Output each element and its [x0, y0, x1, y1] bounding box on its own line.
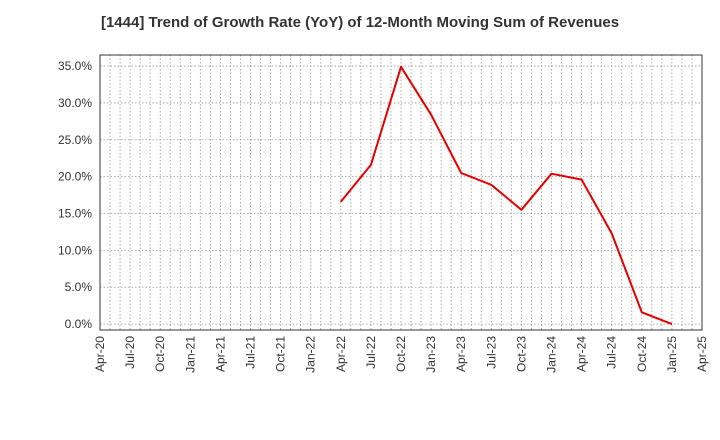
x-tick-label: Apr-25 [695, 336, 709, 372]
y-tick-label: 25.0% [58, 133, 92, 147]
series-line [340, 65, 673, 326]
x-tick-label: Oct-24 [635, 336, 649, 372]
x-tick-label: Oct-21 [274, 336, 288, 372]
y-tick-label: 20.0% [58, 170, 92, 184]
x-tick-label: Jan-22 [304, 336, 318, 373]
x-tick-label: Apr-20 [93, 336, 107, 372]
y-tick-label: 10.0% [58, 243, 92, 257]
plot-border [99, 54, 703, 331]
x-tick-label: Apr-24 [575, 336, 589, 372]
y-tick-label: 15.0% [58, 207, 92, 221]
x-tick-label: Apr-22 [334, 336, 348, 372]
x-tick-label: Oct-20 [153, 336, 167, 372]
x-tick-label: Jul-20 [123, 336, 137, 369]
x-tick-label: Jul-23 [484, 336, 498, 369]
y-tick-label: 5.0% [65, 280, 93, 294]
y-tick-label: 30.0% [58, 96, 92, 110]
x-tick-label: Oct-23 [514, 336, 528, 372]
x-tick-label: Apr-23 [454, 336, 468, 372]
x-tick-label: Jul-21 [244, 336, 258, 369]
x-tick-label: Apr-21 [213, 336, 227, 372]
x-tick-label: Jan-23 [424, 336, 438, 373]
x-tick-label: Oct-22 [394, 336, 408, 372]
y-tick-label: 35.0% [58, 59, 92, 73]
x-tick-label: Jan-24 [545, 336, 559, 373]
x-tick-label: Jan-25 [665, 336, 679, 373]
x-tick-label: Jul-22 [364, 336, 378, 369]
chart-title: [1444] Trend of Growth Rate (YoY) of 12-… [100, 14, 620, 31]
x-tick-label: Jan-21 [183, 336, 197, 373]
y-tick-label: 0.0% [65, 317, 93, 331]
x-tick-label: Jul-24 [605, 336, 619, 369]
